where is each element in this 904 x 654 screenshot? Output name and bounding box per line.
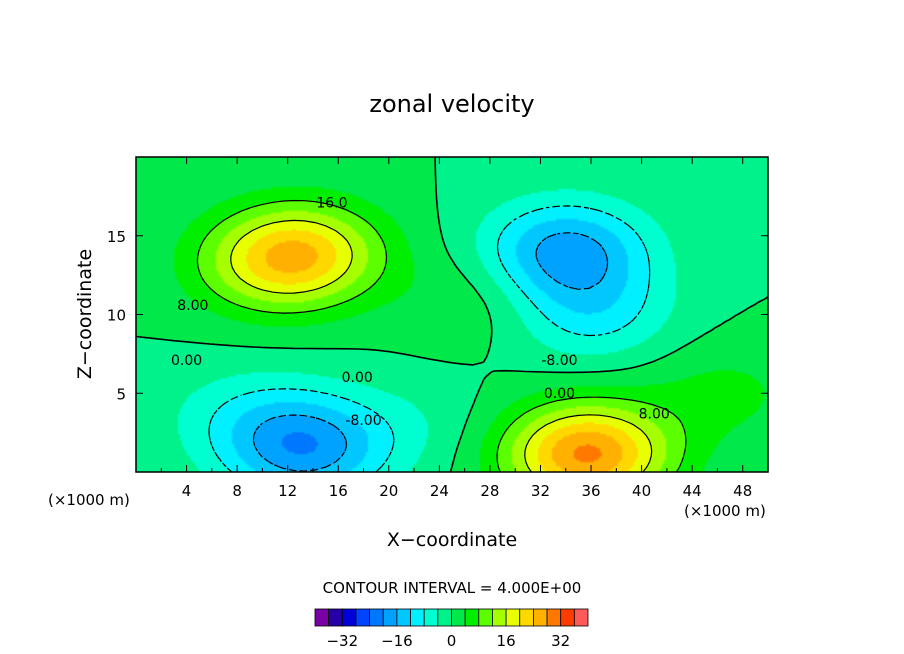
contour-label: 0.00 [342,370,373,386]
contour-label: 8.00 [177,298,208,314]
y-axis-label: Z−coordinate [74,249,96,379]
colorbar-swatch [423,608,439,627]
x-tick-label: 32 [531,482,550,500]
colorbar-swatch [464,608,480,627]
colorbar-swatch [492,608,507,627]
chart-title: zonal velocity [369,90,534,118]
plot-area: 16.08.000.000.00-8.00-8.000.008.00 4 8 12 1… [107,156,769,500]
x-tick-label: 36 [581,482,600,500]
x-unit-left: (×1000 m) [48,491,130,509]
contour-label: -8.00 [345,413,381,429]
colorbar-tick-label: 0 [447,632,457,650]
contour-label: 16.0 [316,195,347,211]
x-tick-label: 48 [733,482,752,500]
colorbar-tick-label: 32 [551,632,570,650]
colorbar: −32 −16 0 16 32 [314,608,589,650]
y-axis-ticks: 5 10 15 [107,228,768,403]
contour-interval-text: CONTOUR INTERVAL = 4.000E+00 [323,579,582,597]
y-tick-label: 15 [107,228,126,246]
colorbar-swatch [369,608,384,627]
contour-line [252,232,609,472]
colorbar-swatch [341,608,357,627]
x-axis-label: X−coordinate [387,529,517,551]
contour-label: 8.00 [639,406,670,422]
contour-line [136,157,768,472]
colorbar-swatch [505,608,521,627]
x-tick-label: 24 [430,482,449,500]
contour-labels: 16.0 8.00 0.00 0.00 -8.00 -8.00 0.00 8.00 [171,195,670,428]
x-tick-label: 4 [182,482,192,500]
colorbar-swatch [437,608,452,627]
x-tick-label: 20 [379,482,398,500]
colorbar-tick-label: −16 [381,632,413,650]
y-tick-label: 10 [107,307,126,325]
colorbar-swatch [382,608,398,627]
x-tick-label: 44 [683,482,702,500]
colorbar-swatch [478,608,493,627]
colorbar-swatch [560,608,575,627]
x-tick-label: 40 [632,482,651,500]
contour-line [230,219,653,472]
colorbar-swatch [533,608,548,627]
x-tick-label: 12 [278,482,297,500]
colorbar-tick-label: 16 [497,632,516,650]
x-axis-ticks: 4 8 12 16 20 24 28 32 36 40 44 48 [160,157,752,500]
contour-label: 0.00 [544,386,575,402]
colorbar-swatch [519,608,534,627]
colorbar-swatch [355,608,371,627]
contour-lines [136,157,768,472]
colorbar-swatch [546,608,562,627]
colorbar-swatch [451,608,466,627]
contour-line [208,205,651,472]
contour-line [196,199,687,472]
x-unit-right: (×1000 m) [684,502,766,520]
colorbar-swatch [573,608,589,627]
contour-label: 0.00 [171,353,202,369]
colorbar-swatch [314,608,330,627]
x-tick-label: 28 [480,482,499,500]
colorbar-swatch [410,608,425,627]
contour-label: -8.00 [541,353,577,369]
colorbar-tick-label: −32 [326,632,358,650]
colorbar-swatch [328,608,343,627]
y-tick-label: 5 [116,385,126,403]
x-tick-label: 8 [232,482,242,500]
contour-field [136,157,768,472]
x-tick-label: 16 [329,482,348,500]
colorbar-swatch [396,608,411,627]
